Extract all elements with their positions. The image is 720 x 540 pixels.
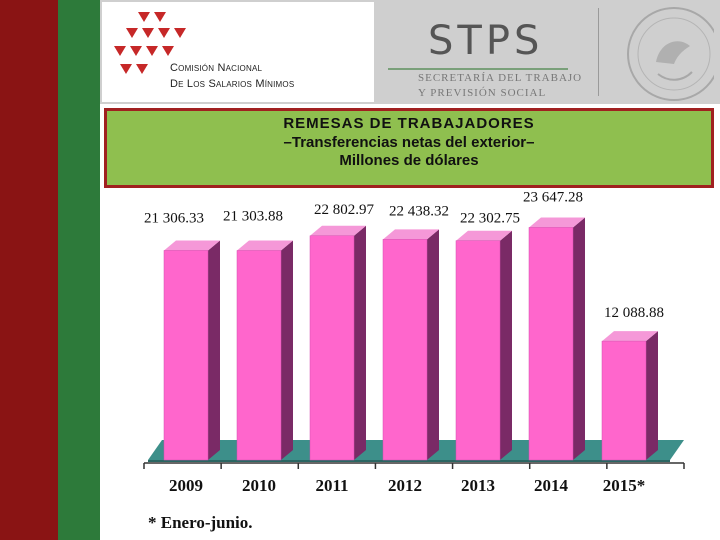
data-label-2011: 22 802.97 — [314, 202, 375, 218]
bar-2009 — [163, 240, 220, 461]
bar-2014 — [528, 217, 585, 461]
chart-subtitle: –Transferencias netas del exterior– — [283, 134, 535, 151]
chart-title: REMESAS DE TRABAJADORES — [283, 115, 535, 132]
org-name-line1: Comisión Nacional — [170, 62, 263, 74]
x-tick-label-2009: 2009 — [169, 476, 203, 495]
stps-rule — [388, 68, 568, 70]
x-axis-group: 2009 2010 2011 2012 2013 2014 2015* — [143, 462, 685, 495]
data-label-2013: 22 302.75 — [460, 211, 520, 227]
data-label-2009: 21 306.33 — [144, 210, 204, 226]
bar-2015 — [601, 331, 658, 461]
stripe-green-band — [58, 0, 100, 540]
bar-2012 — [382, 229, 439, 461]
data-labels-group: 21 306.33 21 303.88 22 802.97 22 438.32 22 3… — [144, 189, 664, 321]
x-tick-label-2010: 2010 — [242, 476, 276, 495]
bar-2010 — [236, 240, 293, 461]
bar-2011 — [309, 225, 366, 461]
org-name-line2: De Los Salarios Mínimos — [170, 78, 295, 90]
left-decorative-stripe — [0, 0, 100, 540]
data-label-2012: 22 438.32 — [389, 203, 449, 219]
data-label-2014: 23 647.28 — [523, 189, 583, 205]
cnsm-logo-icon — [114, 12, 186, 74]
data-label-2015: 12 088.88 — [604, 305, 664, 321]
header-divider — [598, 8, 599, 96]
x-tick-label-2013: 2013 — [461, 476, 495, 495]
stripe-red-band — [0, 0, 58, 540]
footnote: * Enero-junio. — [148, 513, 253, 532]
national-seal-icon — [627, 7, 714, 101]
bar-2013 — [455, 230, 512, 461]
x-tick-label-2014: 2014 — [534, 476, 569, 495]
chart-title-box: REMESAS DE TRABAJADORES –Transferencias … — [104, 108, 714, 188]
stps-wordmark: STPS — [428, 18, 544, 64]
x-tick-label-2011: 2011 — [315, 476, 348, 495]
data-label-2010: 21 303.88 — [223, 209, 283, 225]
stps-name-line2: Y PREVISIÓN SOCIAL — [418, 87, 547, 99]
x-tick-label-2012: 2012 — [388, 476, 422, 495]
x-tick-label-2015: 2015* — [603, 476, 646, 495]
bars-group — [163, 217, 658, 461]
chart-unit-label: Millones de dólares — [339, 152, 479, 169]
stps-name-line1: SECRETARÍA DEL TRABAJO — [418, 72, 583, 84]
cnsm-logo-panel: Comisión Nacional De Los Salarios Mínimo… — [102, 2, 374, 102]
